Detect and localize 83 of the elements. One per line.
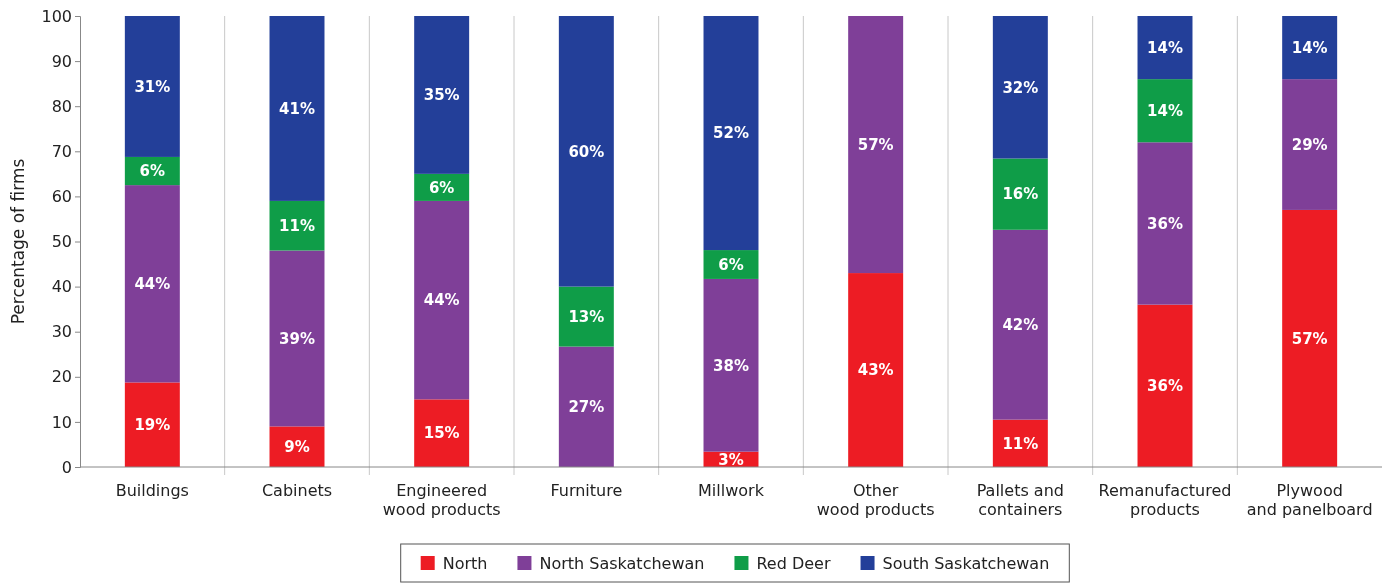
data-label: 15%: [423, 424, 460, 443]
data-label: 38%: [713, 356, 749, 375]
bar: [269, 200, 325, 251]
legend-label: North Saskatchewan: [539, 553, 705, 573]
data-label: 44%: [134, 275, 171, 294]
data-label: 52%: [713, 124, 749, 143]
data-label: 43%: [857, 361, 894, 380]
data-label: 14%: [1147, 101, 1183, 120]
data-label: 32%: [1002, 78, 1039, 97]
data-label: 14%: [1147, 38, 1183, 57]
bar: [992, 158, 1048, 230]
bar: [1282, 16, 1338, 80]
x-tick-label: Plywood and panelboard: [1246, 481, 1373, 519]
data-label: 39%: [279, 329, 315, 348]
data-label: 42%: [1002, 315, 1039, 334]
bar: [992, 229, 1048, 420]
legend-label: Red Deer: [756, 553, 831, 573]
bar: [414, 200, 470, 400]
data-label: 31%: [134, 77, 171, 96]
y-tick-label: 50: [51, 232, 72, 252]
bar: [1137, 16, 1193, 80]
x-tick-label: Furniture: [550, 481, 623, 500]
data-label: 13%: [568, 307, 605, 326]
data-label: 11%: [1002, 434, 1039, 453]
bar: [848, 16, 904, 274]
bar: [1137, 304, 1193, 467]
data-label: 6%: [428, 178, 455, 197]
bar: [1137, 79, 1193, 143]
x-tick-label: Engineered wood products: [382, 481, 501, 519]
bar: [124, 382, 180, 467]
bar: [992, 16, 1048, 159]
x-tick-label: Pallets and containers: [976, 481, 1064, 519]
bar: [1282, 209, 1338, 467]
data-label: 29%: [1291, 135, 1328, 154]
bar: [414, 399, 470, 467]
data-label: 6%: [139, 162, 166, 181]
data-label: 3%: [718, 450, 744, 469]
y-tick-label: 70: [51, 141, 72, 161]
bar: [124, 16, 180, 157]
data-label: 57%: [1291, 329, 1328, 348]
bar: [269, 16, 325, 201]
legend-label: North: [442, 553, 488, 573]
bar: [703, 278, 759, 452]
bar: [414, 16, 470, 174]
x-tick-label: Remanufactured products: [1098, 481, 1232, 519]
y-axis-title: Percentage of firms: [8, 158, 28, 325]
y-tick-label: 0: [61, 457, 72, 477]
data-label: 9%: [284, 437, 310, 456]
bar: [558, 286, 614, 347]
data-label: 41%: [279, 99, 315, 118]
x-tick-label: Other wood products: [816, 481, 935, 519]
x-tick-label: Cabinets: [261, 481, 333, 500]
y-tick-label: 40: [51, 277, 72, 297]
x-tick-label: Buildings: [115, 481, 189, 500]
data-label: 57%: [857, 135, 894, 154]
data-label: 16%: [1002, 185, 1039, 204]
data-label: 36%: [1147, 214, 1183, 233]
y-tick-label: 10: [51, 412, 72, 432]
data-label: 35%: [423, 86, 460, 105]
x-tick-label: Millwork: [698, 481, 765, 500]
bar: [269, 250, 325, 427]
bar: [558, 346, 614, 467]
data-label: 60%: [568, 142, 605, 161]
y-tick-label: 60: [51, 187, 72, 207]
data-label: 27%: [568, 398, 605, 417]
legend-label: South Saskatchewan: [882, 553, 1050, 573]
data-label: 36%: [1147, 377, 1183, 396]
bar: [124, 185, 180, 383]
data-label: 44%: [423, 291, 460, 310]
data-label: 11%: [279, 216, 315, 235]
data-label: 14%: [1291, 38, 1328, 57]
bar: [558, 16, 614, 287]
y-tick-label: 90: [51, 51, 72, 71]
y-tick-label: 100: [41, 6, 72, 26]
y-tick-label: 30: [51, 322, 72, 342]
y-tick-label: 20: [51, 367, 72, 387]
bar: [1137, 142, 1193, 305]
bar: [703, 16, 759, 251]
y-tick-label: 80: [51, 96, 72, 116]
data-label: 19%: [134, 415, 171, 434]
bar: [1282, 79, 1338, 210]
bar: [848, 273, 904, 467]
data-label: 6%: [718, 255, 744, 274]
